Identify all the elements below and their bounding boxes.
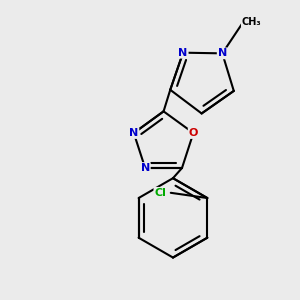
Text: CH₃: CH₃	[242, 17, 261, 27]
Text: Cl: Cl	[154, 188, 166, 198]
Text: N: N	[218, 48, 227, 59]
Text: N: N	[140, 163, 150, 173]
Text: O: O	[189, 128, 198, 138]
Text: N: N	[129, 128, 138, 138]
Text: N: N	[178, 48, 188, 58]
